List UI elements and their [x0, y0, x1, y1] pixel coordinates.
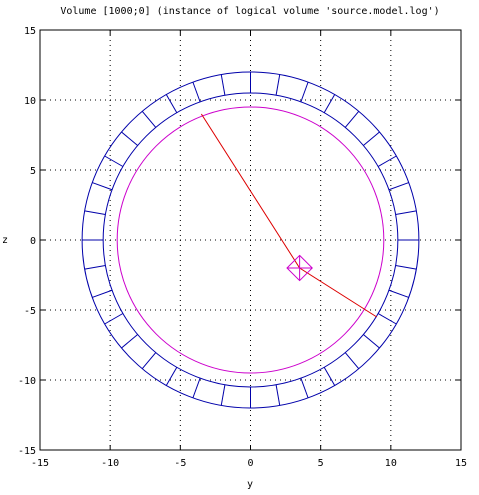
x-tick-label: -15 — [31, 458, 49, 469]
detector-segment — [275, 74, 281, 96]
chart-title: Volume [1000;0] (instance of logical vol… — [60, 6, 439, 17]
detector-segment — [363, 334, 380, 349]
detector-segment — [121, 334, 138, 349]
detector-segment — [104, 313, 124, 325]
detector-segment — [104, 155, 124, 167]
detector-segment — [121, 131, 138, 146]
detector-segment — [395, 210, 417, 215]
detector-segment — [192, 377, 201, 399]
detector-segment — [220, 74, 226, 96]
data-layer — [81, 71, 420, 409]
y-tick-label: -5 — [24, 306, 36, 317]
y-tick-label: 0 — [30, 236, 36, 247]
detector-segment — [363, 131, 380, 146]
detector-segment — [323, 94, 336, 113]
x-tick-label: 15 — [455, 458, 467, 469]
y-tick-label: 5 — [30, 166, 36, 177]
detector-segment — [141, 352, 157, 370]
x-tick-label: 10 — [385, 458, 397, 469]
detector-segment — [323, 367, 336, 386]
x-tick-label: 0 — [247, 458, 253, 469]
x-axis-label: y — [247, 479, 253, 490]
detector-segment — [377, 155, 397, 167]
x-tick-label: 5 — [318, 458, 324, 469]
y-tick-label: -15 — [18, 446, 36, 457]
detector-segment — [165, 94, 178, 113]
detector-segment — [344, 352, 360, 370]
detector-segment — [388, 289, 409, 298]
y-tick-label: -10 — [18, 376, 36, 387]
detector-segment — [92, 182, 113, 191]
ticks: -15 -10 -5 0 5 10 15 -15 -10 -5 0 5 10 15 — [18, 26, 467, 469]
detector-segment — [84, 210, 106, 215]
detector-segment — [344, 110, 360, 128]
particle-track — [200, 113, 378, 318]
y-tick-label: 15 — [24, 26, 36, 37]
detector-segment — [192, 81, 201, 103]
x-tick-label: -10 — [101, 458, 119, 469]
detector-segment — [141, 110, 157, 128]
detector-segment — [377, 313, 397, 325]
detector-segment — [220, 384, 226, 406]
y-axis-label: z — [2, 235, 8, 246]
detector-segment — [165, 367, 178, 386]
detector-segment — [388, 182, 409, 191]
detector-segment — [300, 81, 309, 103]
detector-segment — [275, 384, 281, 406]
grid — [40, 30, 461, 450]
detector-segment — [395, 265, 417, 270]
detector-segment — [92, 289, 113, 298]
inner-volume-circle — [116, 106, 385, 374]
y-tick-label: 10 — [24, 96, 36, 107]
detector-segment — [84, 265, 106, 270]
detector-segment — [300, 377, 309, 399]
x-tick-label: -5 — [174, 458, 186, 469]
